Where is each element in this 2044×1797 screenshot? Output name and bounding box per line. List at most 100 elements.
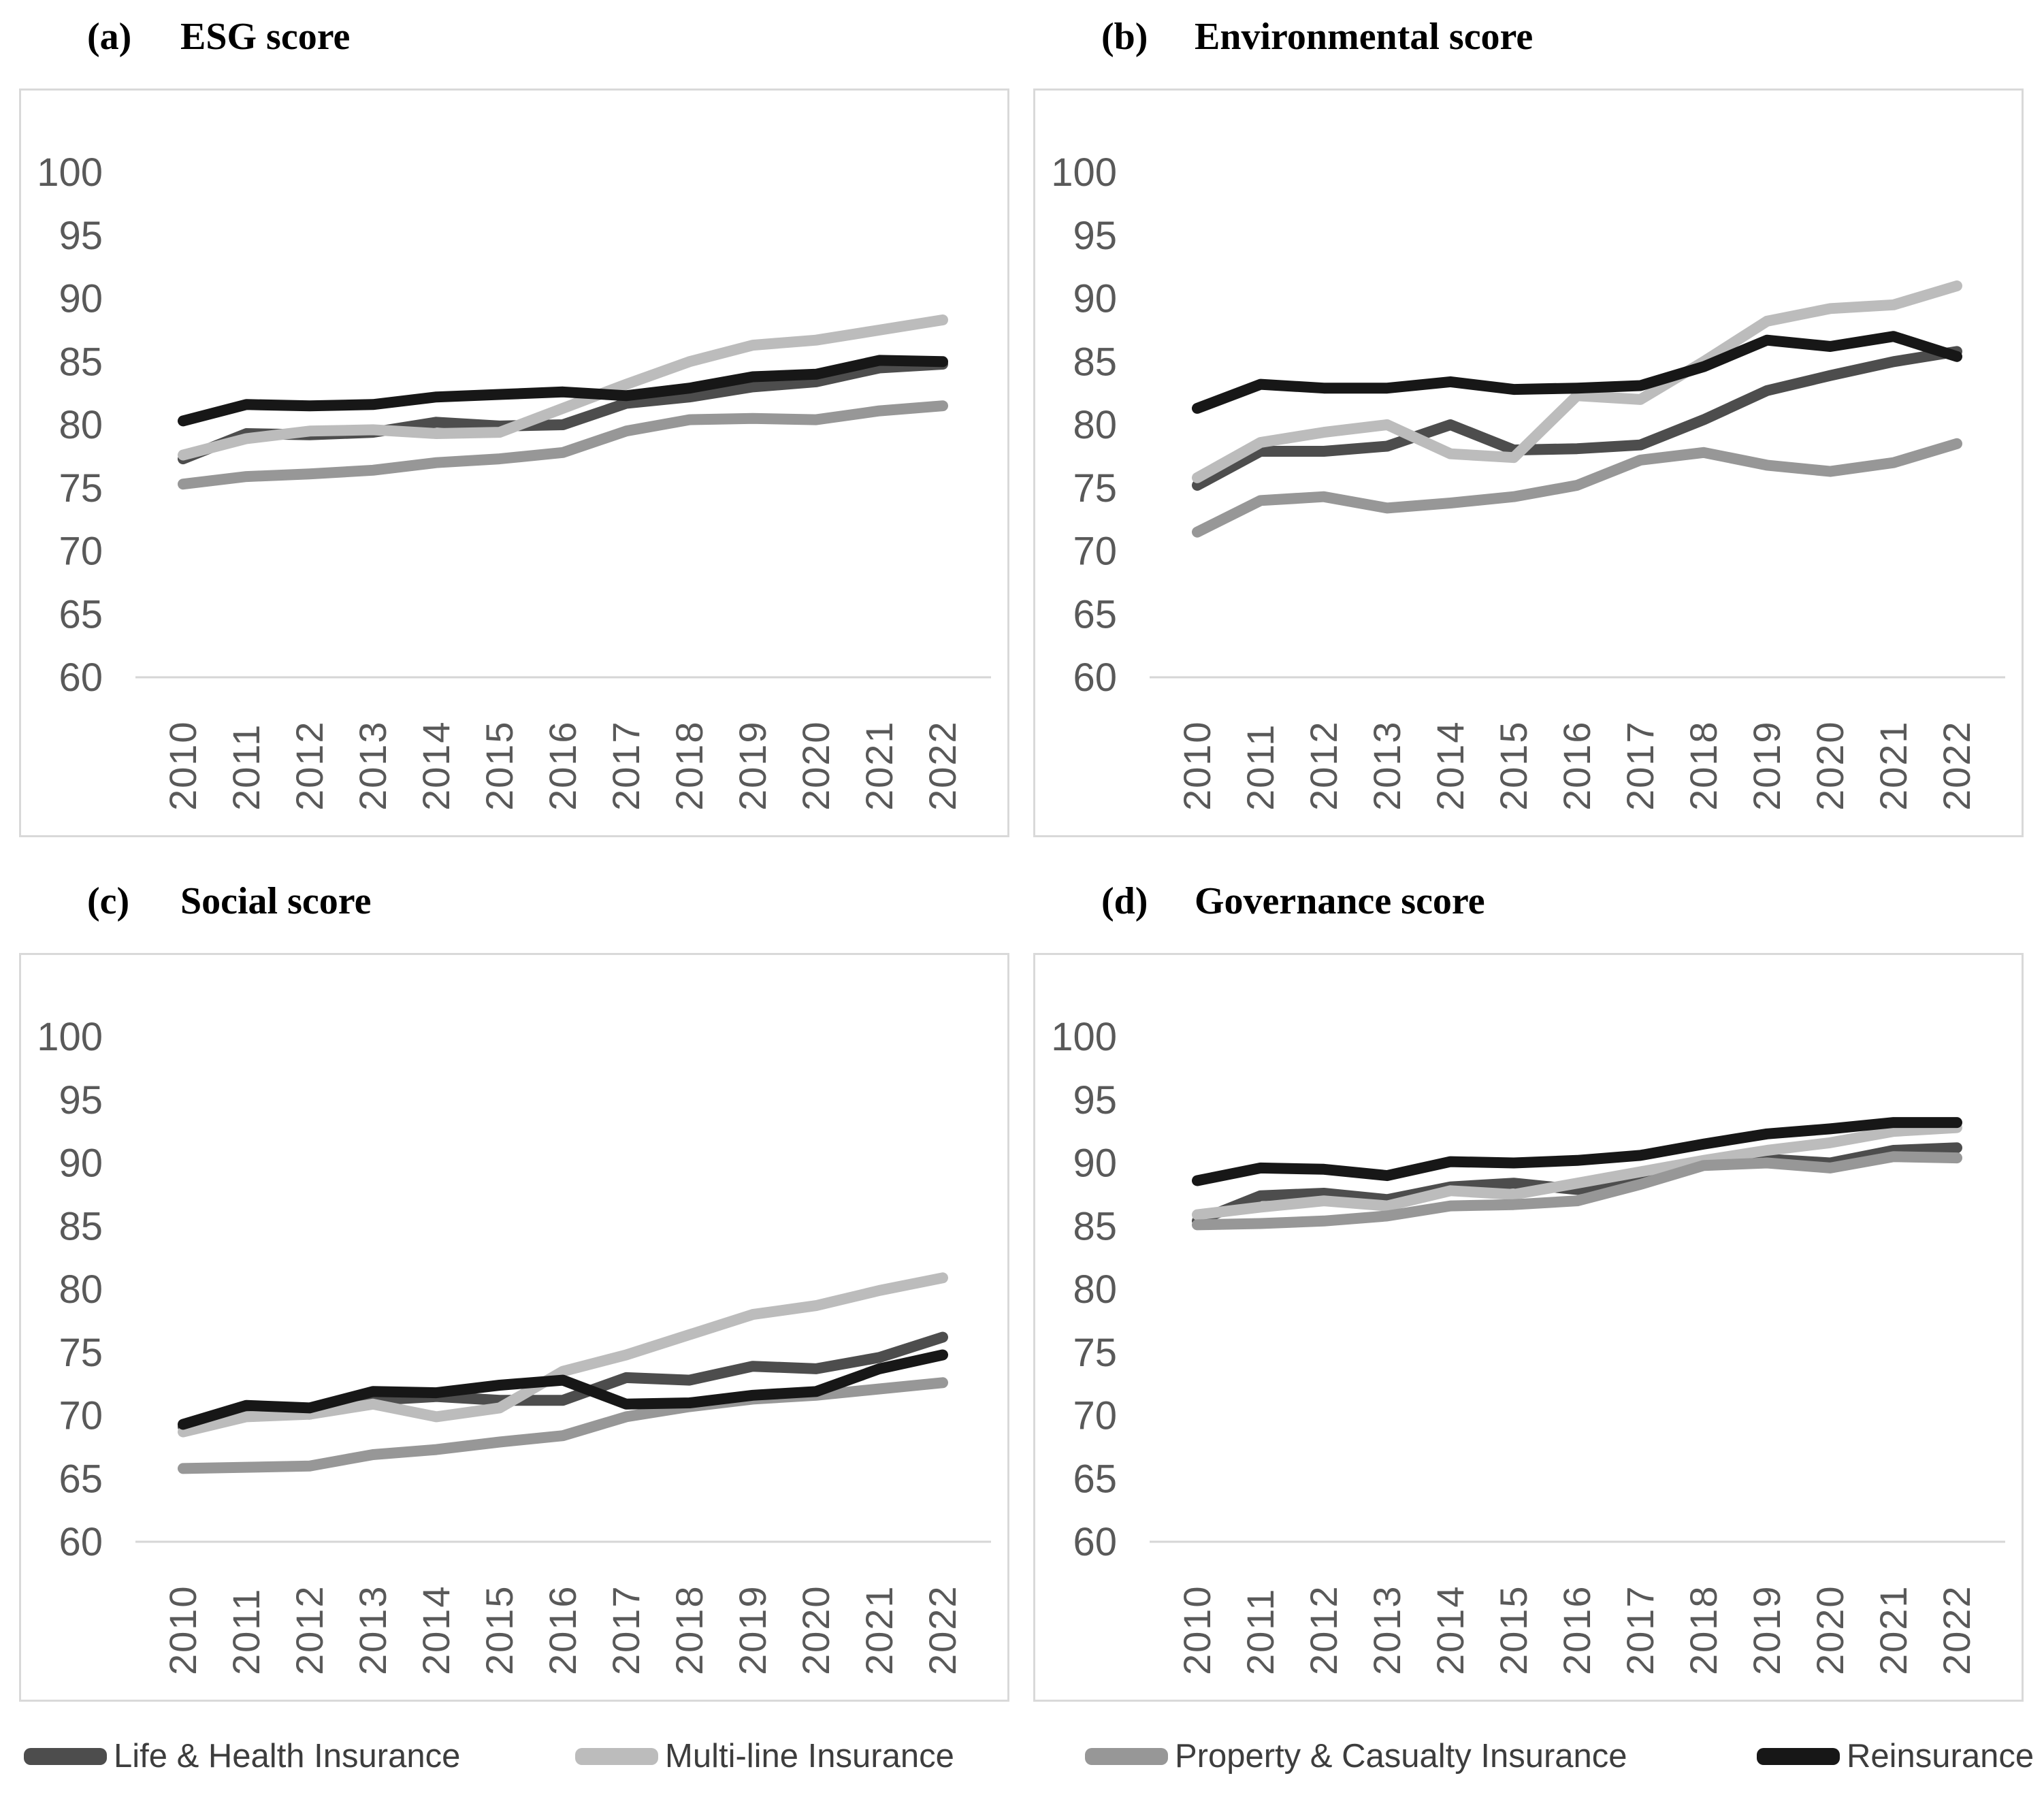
series-line-multi-line-insurance (178, 314, 948, 461)
x-axis-tick-label: 2013 (351, 720, 394, 811)
x-axis-tick-label: 2011 (225, 1588, 267, 1675)
y-axis-tick-label: 60 (59, 655, 103, 700)
x-axis-tick-label: 2010 (161, 1585, 204, 1675)
legend-swatch-multi-line (575, 1747, 658, 1765)
y-axis-tick-label: 70 (59, 530, 103, 574)
y-axis-tick-label: 90 (59, 277, 103, 321)
x-axis-tick-label: 2021 (858, 1585, 901, 1675)
chart-plot-area-governance: 100 95 90 85 80 75 70 65 60 2010 2011 2012 2013 2014 2… (1033, 953, 2024, 1702)
chart-panel-governance: (d) Governance score 100 95 90 85 80 75 70 65 60… (1033, 870, 2024, 1702)
y-axis-tick-label: 80 (59, 403, 103, 447)
series-line-multi-line-insurance (1192, 280, 1962, 483)
y-axis-tick-label: 95 (59, 214, 103, 258)
x-axis-tick-label: 2017 (1619, 1585, 1661, 1675)
x-axis-tick-label: 2018 (1682, 1585, 1725, 1675)
x-axis-tick-label: 2014 (1429, 720, 1472, 811)
x-axis-tick-label: 2011 (1239, 724, 1282, 811)
series-line-reinsurance (1192, 1117, 1962, 1186)
x-axis-tick-label: 2010 (161, 720, 204, 811)
x-axis-tick-label: 2019 (1745, 1585, 1788, 1675)
panel-title-text: Environmental score (1195, 16, 1534, 58)
x-axis-tick-label: 2016 (541, 1585, 584, 1675)
series-line-reinsurance (1192, 331, 1962, 414)
y-axis-tick-label: 90 (1073, 277, 1117, 321)
chart-plot-area-environmental: 100 95 90 85 80 75 70 65 60 2010 2011 2012 2013 2014 2… (1033, 88, 2024, 837)
y-axis-tick-label: 95 (1073, 1078, 1117, 1122)
panel-title-text: ESG score (180, 16, 351, 58)
y-axis-tick-label: 75 (1073, 1331, 1117, 1375)
panel-title-esg: (a) ESG score (19, 5, 1009, 68)
x-axis-tick-label: 2022 (1935, 1585, 1978, 1675)
series-line-multi-line-insurance (178, 1272, 948, 1438)
y-axis-tick-label: 75 (1073, 466, 1117, 511)
x-axis-tick-label: 2017 (1619, 720, 1661, 811)
x-axis-tick-label: 2022 (1935, 720, 1978, 811)
panel-letter: (c) (87, 880, 130, 922)
x-axis-tick-label: 2017 (604, 720, 647, 811)
x-axis-tick-label: 2019 (1745, 720, 1788, 811)
chart-panel-social: (c) Social score 100 95 90 85 80 75 70 65 60 2010… (19, 870, 1009, 1702)
y-axis-tick-label: 80 (1073, 403, 1117, 447)
panel-letter: (d) (1101, 880, 1148, 922)
chart-panel-esg: (a) ESG score 100 95 90 85 80 75 70 65 60 2010 201… (19, 5, 1009, 837)
x-axis-tick-label: 2020 (794, 720, 837, 811)
chart-row-bottom: (c) Social score 100 95 90 85 80 75 70 65 60 2010… (19, 870, 2024, 1702)
x-axis-tick-label: 2012 (288, 1585, 331, 1675)
x-axis-tick-label: 2014 (415, 720, 457, 811)
chart-canvas-governance: 100 95 90 85 80 75 70 65 60 2010 2011 2012 2013 2014 2… (1051, 1015, 2005, 1675)
chart-canvas-environmental: 100 95 90 85 80 75 70 65 60 2010 2011 2012 2013 2014 2… (1051, 150, 2005, 811)
x-axis-tick-label: 2018 (1682, 720, 1725, 811)
x-axis-tick-label: 2021 (1872, 720, 1915, 811)
x-axis-tick-label: 2022 (921, 1585, 964, 1675)
x-axis-tick-label: 2020 (1808, 720, 1851, 811)
y-axis-tick-label: 70 (1073, 1394, 1117, 1438)
series-line-reinsurance (178, 1349, 948, 1430)
y-axis-tick-label: 70 (1073, 530, 1117, 574)
legend-label-reinsurance: Reinsurance (1847, 1738, 2034, 1775)
x-axis-tick-label: 2021 (1872, 1585, 1915, 1675)
panel-title-governance: (d) Governance score (1033, 870, 2024, 933)
legend-label-multi-line: Multi-line Insurance (665, 1738, 954, 1775)
chart-plot-area-social: 100 95 90 85 80 75 70 65 60 2010 2011 2012 2013 2014 2… (19, 953, 1009, 1702)
x-axis-tick-label: 2015 (1492, 1585, 1535, 1675)
x-axis-tick-label: 2013 (1365, 720, 1408, 811)
x-axis-tick-label: 2011 (225, 724, 267, 811)
x-axis-tick-label: 2017 (604, 1585, 647, 1675)
y-axis-tick-label: 70 (59, 1394, 103, 1438)
x-axis-tick-label: 2020 (794, 1585, 837, 1675)
x-axis-tick-label: 2018 (668, 720, 711, 811)
x-axis-tick-label: 2016 (541, 720, 584, 811)
chart-plot-area-esg: 100 95 90 85 80 75 70 65 60 2010 2011 2012 2013 2014 2… (19, 88, 1009, 837)
x-axis-tick-label: 2010 (1175, 1585, 1218, 1675)
x-axis-tick-label: 2015 (1492, 720, 1535, 811)
series-line-life-health-insurance (1192, 346, 1962, 491)
y-axis-tick-label: 85 (1073, 340, 1117, 384)
y-axis-tick-label: 85 (59, 340, 103, 384)
y-axis-tick-label: 80 (59, 1267, 103, 1312)
y-axis-tick-label: 95 (1073, 214, 1117, 258)
y-axis-tick-label: 90 (59, 1142, 103, 1186)
panel-title-social: (c) Social score (19, 870, 1009, 933)
x-axis-tick-label: 2012 (1302, 720, 1345, 811)
chart-row-top: (a) ESG score 100 95 90 85 80 75 70 65 60 2010 201… (19, 5, 2024, 837)
series-line-property-casualty-insurance (178, 400, 948, 490)
y-axis-tick-label: 60 (1073, 655, 1117, 700)
x-axis-tick-label: 2010 (1175, 720, 1218, 811)
legend-item-property-casualty: Property & Casualty Insurance (1085, 1729, 1627, 1783)
chart-panel-environmental: (b) Environmental score 100 95 90 85 80 75 70 6… (1033, 5, 2024, 837)
y-axis-tick-label: 90 (1073, 1142, 1117, 1186)
x-axis-tick-label: 2018 (668, 1585, 711, 1675)
x-axis-tick-label: 2013 (1365, 1585, 1408, 1675)
legend-swatch-life-health (24, 1747, 107, 1765)
legend-swatch-property-casualty (1085, 1747, 1168, 1765)
x-axis-tick-label: 2020 (1808, 1585, 1851, 1675)
y-axis-tick-label: 100 (1051, 150, 1117, 195)
y-axis-tick-label: 100 (37, 150, 103, 195)
y-axis-tick-label: 80 (1073, 1267, 1117, 1312)
x-axis-tick-label: 2012 (288, 720, 331, 811)
legend: Life & Health Insurance Multi-line Insur… (0, 1729, 2044, 1783)
series-line-property-casualty-insurance (1192, 1151, 1962, 1231)
y-axis-tick-label: 60 (1073, 1520, 1117, 1564)
panel-title-text: Governance score (1195, 880, 1485, 922)
